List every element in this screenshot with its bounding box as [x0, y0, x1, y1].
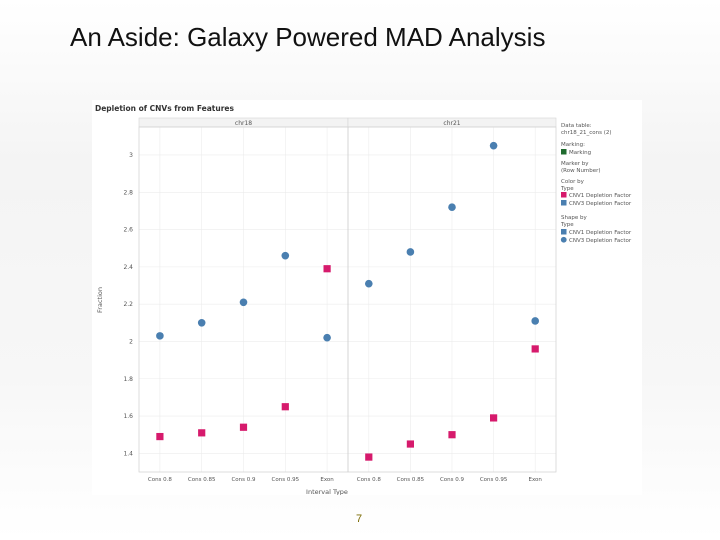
data-point-cnv1[interactable]: [198, 429, 206, 437]
data-point-cnv1[interactable]: [156, 432, 164, 441]
legend-color-by-label: Color by: [561, 179, 585, 185]
x-tick-label: Cons 0.95: [272, 477, 300, 483]
data-point-cnv1[interactable]: [239, 423, 248, 431]
x-tick-label: Cons 0.95: [480, 477, 508, 483]
data-point-cnv3[interactable]: [323, 333, 331, 342]
y-tick-label: 2.8: [123, 189, 133, 196]
slide-title: An Aside: Galaxy Powered MAD Analysis: [70, 22, 546, 52]
y-tick-label: 2.4: [123, 264, 133, 271]
data-point-cnv1[interactable]: [323, 265, 331, 273]
x-tick-label: Exon: [528, 477, 542, 483]
legend-color-swatch[interactable]: [561, 200, 567, 206]
x-tick-label: Cons 0.85: [397, 477, 425, 483]
legend-marking-swatch: [561, 149, 567, 155]
panel-frame-chr21: [347, 126, 557, 473]
data-point-cnv1[interactable]: [281, 403, 289, 411]
legend-color-item: CNV1 Depletion Factor: [569, 193, 632, 199]
legend-shape-item: CNV3 Depletion Factor: [569, 238, 632, 244]
data-point-cnv1[interactable]: [365, 453, 373, 461]
y-tick-label: 2.6: [123, 227, 133, 234]
panel-label-chr21: chr21: [443, 120, 460, 127]
data-point-cnv3[interactable]: [197, 319, 206, 327]
x-axis-label: Interval Type: [306, 488, 348, 495]
data-point-cnv1[interactable]: [448, 431, 456, 439]
x-tick-label: Cons 0.85: [188, 477, 216, 483]
legend-shape-square[interactable]: [561, 229, 567, 235]
x-tick-label: Cons 0.8: [148, 477, 173, 483]
chart-panel: Depletion of CNVs from Features chr18 chr2…: [92, 100, 642, 495]
data-point-cnv1[interactable]: [406, 440, 414, 448]
data-point-cnv3[interactable]: [448, 203, 456, 211]
chart-title: Depletion of CNVs from Features: [95, 104, 235, 113]
y-axis-label: Fraction: [96, 287, 104, 313]
legend-marker-by-label: Marker by: [561, 161, 589, 167]
page-number: 7: [356, 513, 363, 525]
panel-label-chr18: chr18: [235, 120, 252, 127]
data-point-cnv3[interactable]: [365, 279, 373, 288]
x-tick-label: Cons 0.9: [440, 477, 465, 483]
legend-shape-item: CNV1 Depletion Factor: [569, 230, 632, 236]
x-tick-label: Cons 0.8: [357, 477, 382, 483]
legend-marking-value: Marking: [569, 150, 591, 156]
legend-color-item: CNV3 Depletion Factor: [569, 201, 632, 207]
data-point-cnv3[interactable]: [156, 332, 164, 340]
y-tick-label: 1.6: [123, 413, 133, 420]
legend-data-table-label: Data table:: [561, 123, 592, 129]
x-tick-label: Cons 0.9: [231, 477, 256, 483]
legend-marker-by-value: (Row Number): [561, 168, 601, 174]
data-point-cnv3[interactable]: [239, 298, 248, 307]
legend-color-by-value: Type: [560, 186, 574, 192]
data-point-cnv3[interactable]: [281, 251, 290, 260]
data-point-cnv3[interactable]: [489, 141, 498, 150]
legend-shape-by-value: Type: [560, 222, 574, 228]
y-tick-label: 1.4: [123, 450, 133, 457]
legend-color-swatch[interactable]: [561, 192, 567, 198]
data-point-cnv1[interactable]: [490, 414, 498, 422]
legend-shape-circle[interactable]: [560, 236, 567, 243]
legend-data-table-value: chr18_21_cons (2): [561, 130, 612, 136]
y-tick-label: 3: [129, 152, 133, 159]
data-point-cnv1[interactable]: [531, 345, 539, 353]
data-point-cnv3[interactable]: [406, 248, 415, 256]
legend-shape-by-label: Shape by: [561, 215, 587, 221]
legend-marking-label: Marking:: [561, 142, 585, 148]
y-tick-label: 1.8: [123, 376, 133, 383]
x-tick-label: Exon: [320, 477, 334, 483]
y-tick-label: 2: [129, 338, 133, 345]
data-point-cnv3[interactable]: [531, 317, 539, 325]
y-tick-label: 2.2: [123, 301, 133, 308]
